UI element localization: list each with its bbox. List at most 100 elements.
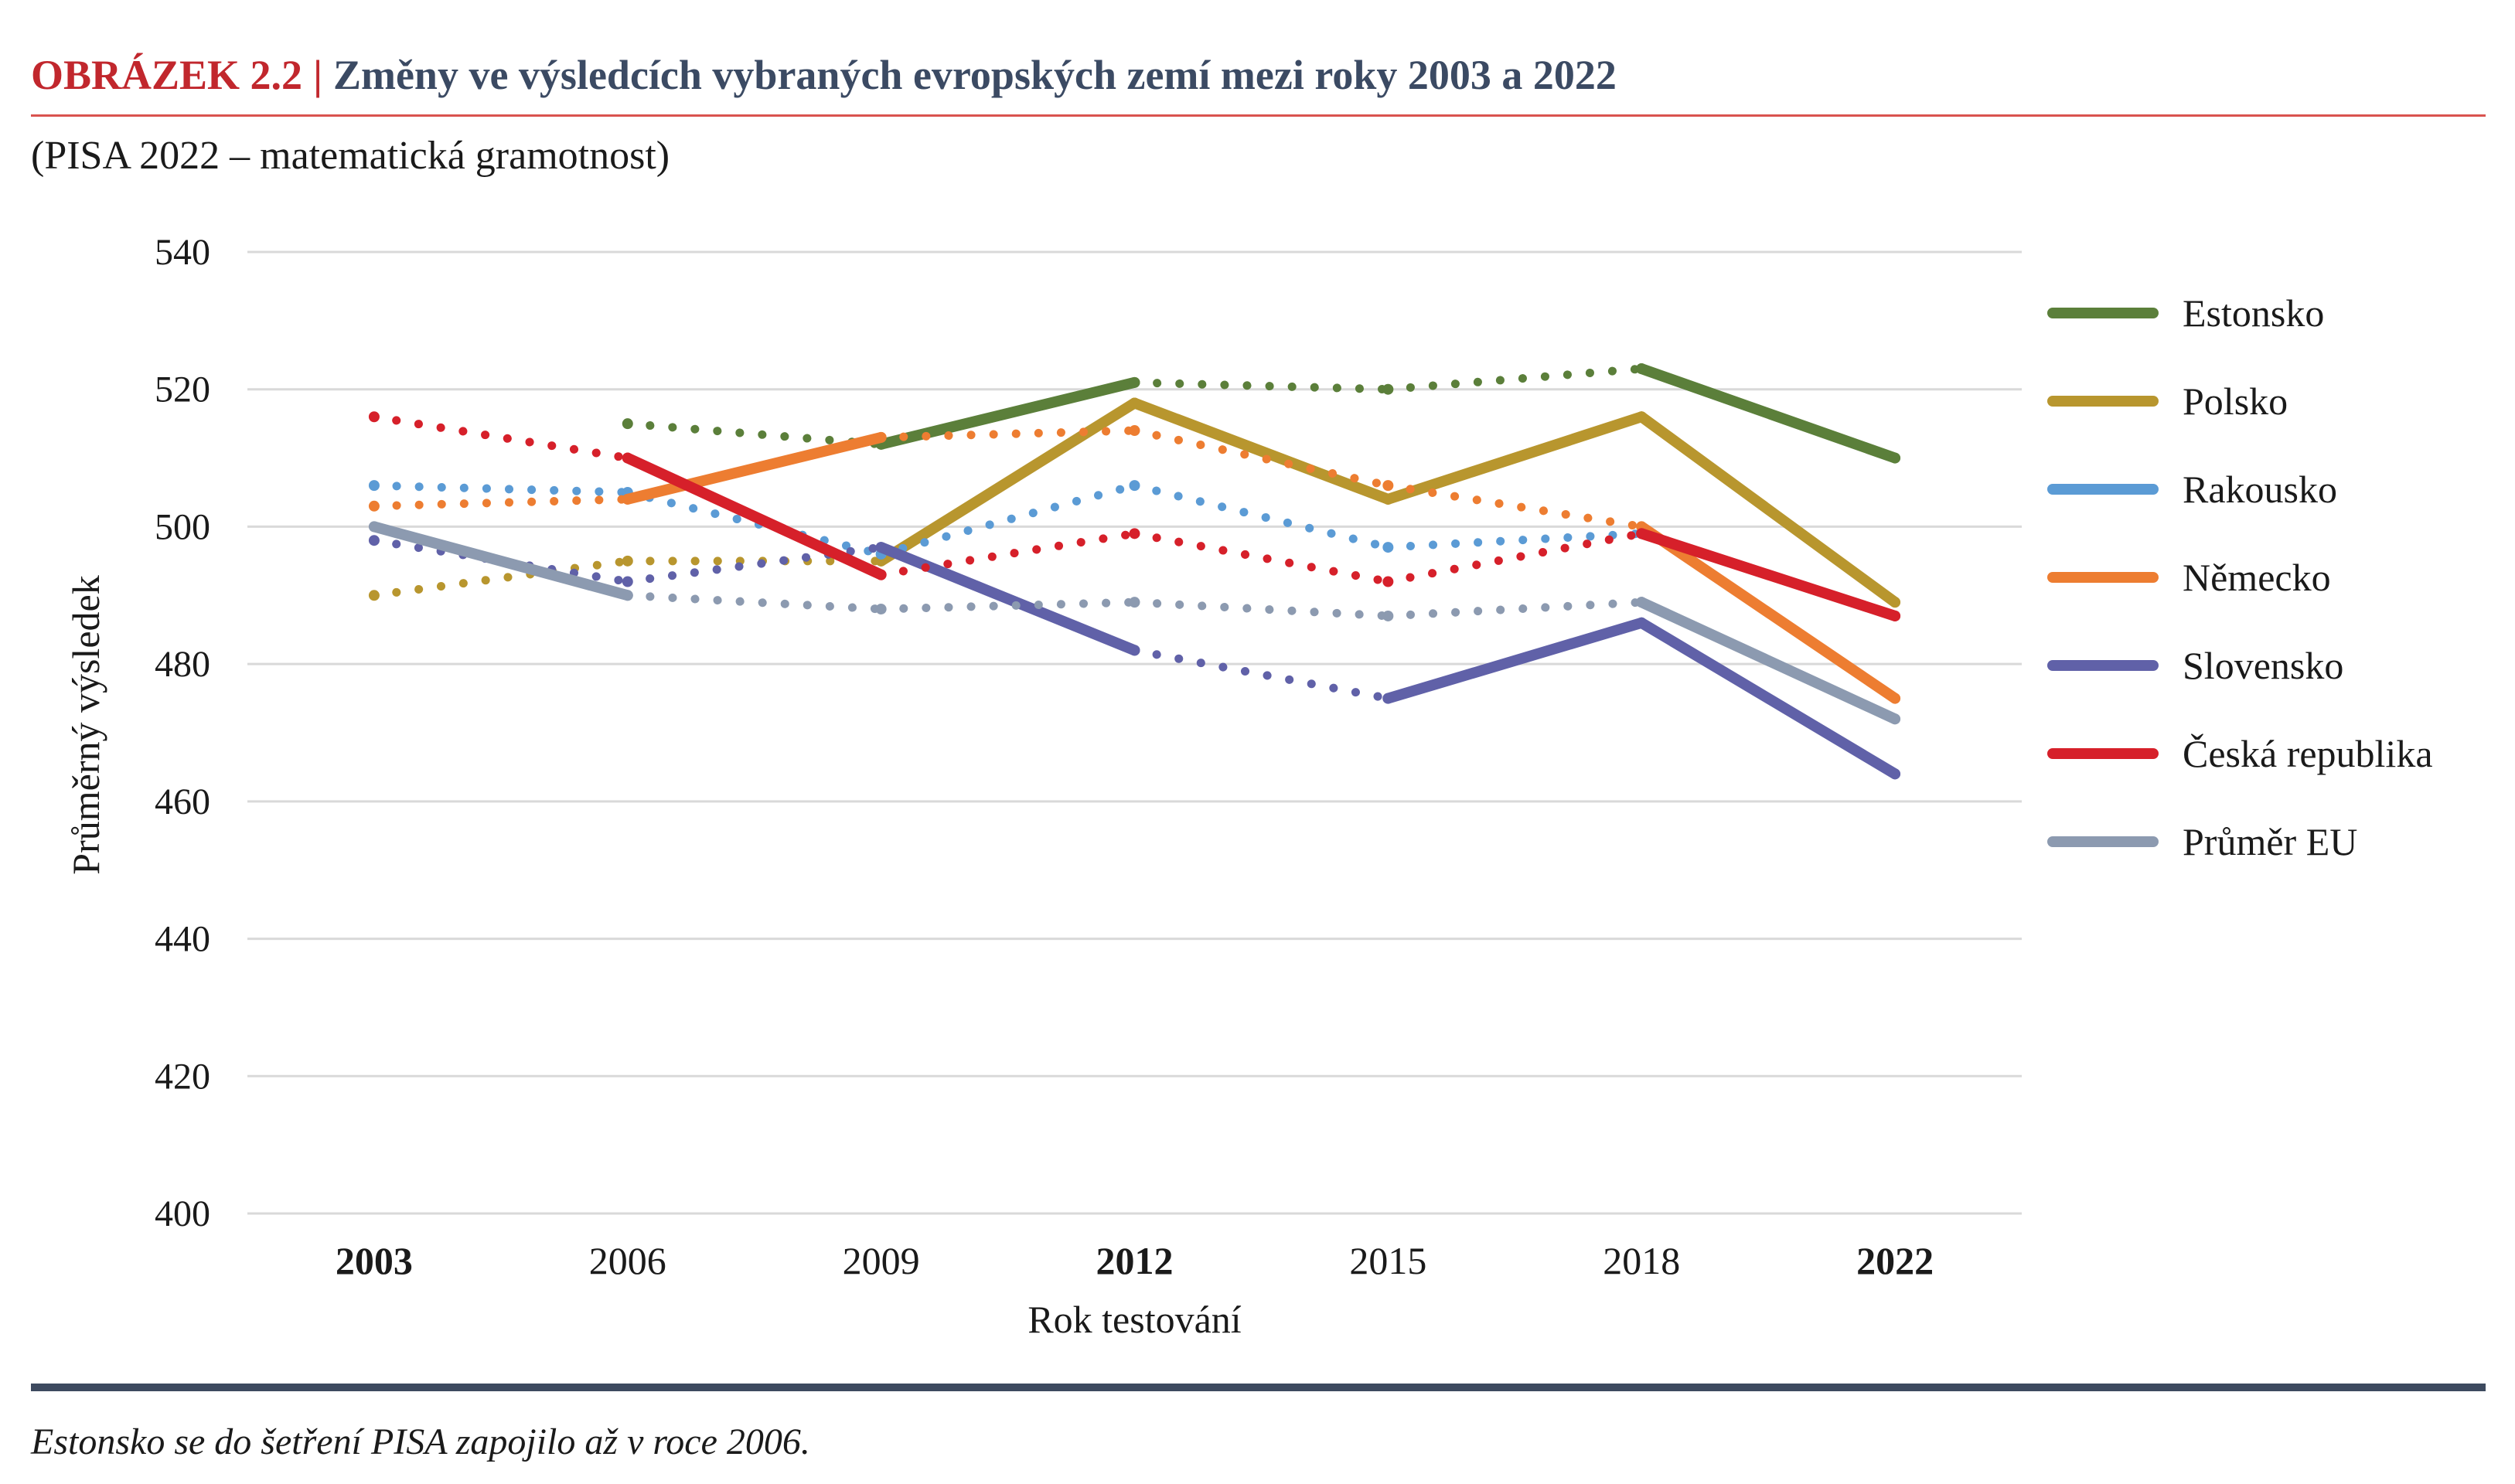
series-7-segment-2012-2015 [1130,597,1392,621]
series-7-segment-2006-2009 [623,591,886,614]
series-7-point-2003 [368,521,380,533]
x-tick-label-2018: 2018 [1603,1239,1680,1282]
series-6-segment-2015-2018 [1383,529,1646,587]
series-3-segment-2009-2012 [877,481,1139,559]
series-1-point-2018 [1636,363,1648,375]
series-5-segment-2012-2015 [1130,645,1392,703]
y-tick-label-400: 400 [155,1193,210,1234]
series-7-point-2006 [622,590,633,601]
x-tick-label-2003: 2003 [336,1239,413,1282]
series-6-segment-2018-2022 [1636,528,1901,621]
x-tick-label-2022: 2022 [1856,1239,1934,1282]
x-tick-label-2006: 2006 [589,1239,666,1282]
figure-title: OBRÁZEK 2.2 | Změny ve výsledcích vybranýc… [31,52,2489,98]
legend-label-7: Průměr EU [2183,820,2357,863]
series-5-segment-2003-2006 [370,536,632,587]
series-4-point-2003 [368,500,380,512]
title-rule [31,114,2486,117]
y-axis-title: Průměrný výsledek [64,575,107,874]
series-1-point-2006 [622,418,633,430]
figure-title-text: Změny ve výsledcích vybraných evropských… [332,52,1617,98]
series-2-point-2022 [1890,597,1901,608]
series-6-point-2009 [875,569,887,580]
series-4-segment-2009-2012 [877,426,1139,442]
y-tick-label-460: 460 [155,781,210,822]
series-1-segment-2015-2018 [1383,364,1646,394]
series-6-point-2015 [1382,576,1394,587]
series-3-segment-2015-2018 [1383,529,1646,552]
legend-label-3: Rakousko [2183,468,2337,511]
y-tick-label-520: 520 [155,369,210,410]
series-1-segment-2006-2009 [623,419,886,449]
series-1-point-2015 [1382,383,1394,395]
x-tick-label-2009: 2009 [843,1239,920,1282]
series-2-point-2012 [1129,397,1140,409]
figure-label: OBRÁZEK 2.2 [31,52,303,98]
series-4-point-2006 [622,493,633,505]
series-5-point-2018 [1636,617,1648,628]
series-3-segment-2012-2015 [1130,481,1392,552]
series-6-segment-2003-2006 [370,412,632,463]
series-2-point-2018 [1636,411,1648,423]
series-2-segment-2012-2015 [1129,397,1394,505]
series-4-segment-2018-2022 [1636,521,1901,704]
figure-note: Estonsko se do šetření PISA zapojilo až … [31,1421,810,1462]
x-tick-label-2015: 2015 [1349,1239,1426,1282]
series-4-segment-2003-2006 [370,495,632,511]
series-5-point-2015 [1382,693,1394,704]
y-tick-label-540: 540 [155,232,210,273]
series-4-segment-2015-2018 [1383,481,1646,531]
series-2-segment-2003-2006 [370,556,632,600]
y-tick-label-440: 440 [155,919,210,960]
series-3-segment-2003-2006 [370,481,632,497]
series-1-point-2022 [1890,452,1901,464]
series-3-point-2012 [1129,480,1140,492]
legend-label-5: Slovensko [2183,644,2343,687]
series-7-point-2018 [1636,597,1648,608]
series-1-segment-2018-2022 [1636,363,1901,464]
series-4-segment-2012-2015 [1130,426,1392,490]
series-1-point-2012 [1129,376,1140,388]
series-6-segment-2012-2015 [1130,529,1392,587]
series-6-segment-2009-2012 [877,529,1139,580]
bottom-rule [31,1384,2486,1391]
series-6-point-2022 [1890,610,1901,621]
figure-header: OBRÁZEK 2.2 | Změny ve výsledcích vybranýc… [31,52,2489,98]
x-tick-label-2012: 2012 [1096,1239,1174,1282]
series-1-segment-2012-2015 [1130,378,1392,394]
series-4-segment-2006-2009 [622,431,887,505]
series-7-point-2015 [1382,610,1394,621]
figure-subtitle: (PISA 2022 – matematická gramotnost) [31,134,670,178]
legend-label-1: Estonsko [2183,291,2324,335]
series-5-point-2006 [622,576,633,587]
title-separator: | [313,52,322,98]
series-7-segment-2009-2012 [877,597,1139,614]
series-4-point-2009 [875,431,887,443]
x-axis-title: Rok testování [1027,1298,1241,1341]
series-6-point-2012 [1129,528,1140,539]
legend-label-6: Česká republika [2183,732,2433,775]
series-7-point-2022 [1890,713,1901,725]
series-2-segment-2009-2012 [875,397,1140,567]
series-2-point-2003 [368,590,380,601]
series-7-point-2009 [875,604,887,615]
series-3-segment-2006-2009 [623,488,886,559]
series-3-point-2015 [1382,542,1394,553]
series-5-segment-2009-2012 [875,542,1140,656]
line-chart: 400 420 440 460 480 500 520 540 2003 2006 2009 2012… [64,232,2433,1341]
y-tick-label-420: 420 [155,1056,210,1097]
series-7-segment-2015-2018 [1383,597,1646,621]
series-2-point-2015 [1382,493,1394,505]
series-7-segment-2018-2022 [1636,597,1901,725]
series-5-point-2009 [875,542,887,553]
series-6-point-2006 [622,452,633,464]
series-2-segment-2018-2022 [1636,411,1901,608]
series-5-segment-2015-2018 [1382,617,1648,704]
y-tick-label-500: 500 [155,506,210,547]
series-5-segment-2006-2009 [623,543,886,587]
series-6-point-2018 [1636,528,1648,539]
legend-label-4: Německo [2183,556,2331,599]
series-6-segment-2006-2009 [622,452,887,580]
series-5-point-2012 [1129,645,1140,656]
series-4-point-2015 [1382,480,1394,492]
